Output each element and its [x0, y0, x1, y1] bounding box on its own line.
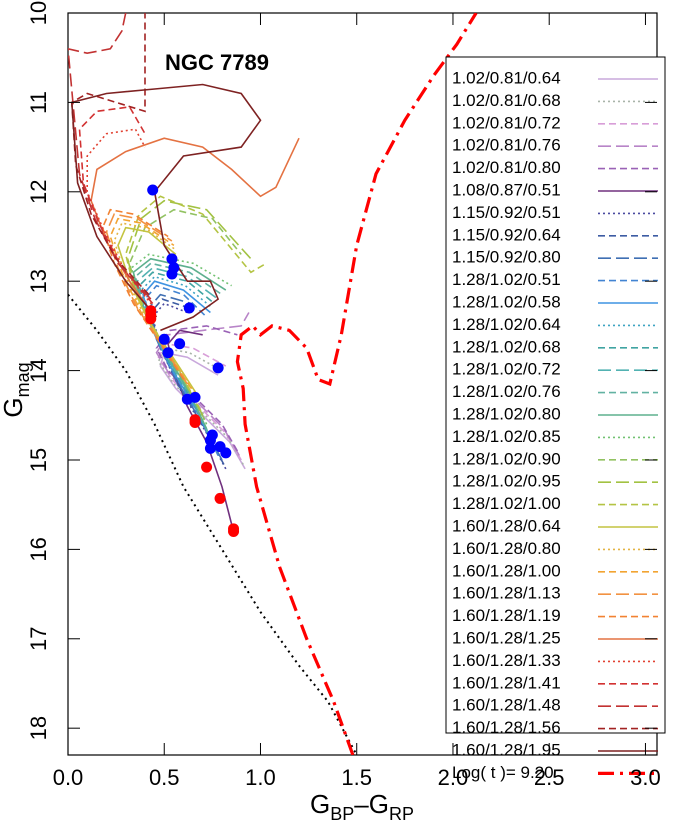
star-point	[183, 302, 195, 314]
legend-label: 1.08/0.87/0.51	[452, 180, 561, 199]
y-tick-label: 15	[26, 448, 51, 472]
legend-box	[445, 56, 666, 734]
chart-title: NGC 7789	[165, 50, 269, 75]
legend-label: 1.28/1.02/0.90	[452, 449, 561, 468]
star-point	[201, 461, 213, 473]
track-line	[159, 351, 246, 470]
legend-label: 1.28/1.02/0.80	[452, 404, 561, 423]
x-tick-label: 0.5	[149, 765, 180, 790]
star-point	[212, 362, 224, 374]
star-point	[189, 416, 201, 428]
y-tick-label: 18	[26, 716, 51, 740]
legend-label: 1.60/1.28/1.56	[452, 718, 561, 737]
legend-label: 1.60/1.28/1.19	[452, 606, 561, 625]
y-tick-label: 16	[26, 537, 51, 561]
y-tick-label: 12	[26, 180, 51, 204]
legend-label: 1.28/1.02/0.58	[452, 292, 561, 311]
star-point	[166, 268, 178, 280]
legend-label: 1.02/0.81/0.68	[452, 91, 561, 110]
x-axis-label: GBP–GRP	[310, 789, 414, 824]
legend-label: 1.15/0.92/0.51	[452, 203, 561, 222]
legend-label: 1.60/1.28/1.00	[452, 561, 561, 580]
y-tick-label: 10	[26, 1, 51, 25]
track-line	[157, 347, 244, 465]
star-point	[204, 434, 216, 446]
y-label-part: mag	[13, 362, 33, 397]
legend-label: 1.28/1.02/0.95	[452, 472, 561, 491]
track-line	[155, 312, 250, 456]
legend-label: 1.02/0.81/0.64	[452, 68, 561, 87]
x-tick-label: 1.0	[245, 765, 276, 790]
x-tick-label: 2.5	[534, 765, 565, 790]
legend-label: 1.28/1.02/0.68	[452, 337, 561, 356]
star-point	[204, 442, 216, 454]
track-line	[70, 83, 262, 332]
y-tick-label: 17	[26, 627, 51, 651]
y-tick-label: 11	[26, 91, 51, 114]
legend-label: 1.02/0.81/0.76	[452, 136, 561, 155]
legend: 1.02/0.81/0.64 1.02/0.81/0.68 1.02/0.81/0.…	[452, 68, 658, 782]
x-tick-label: 3.0	[630, 765, 661, 790]
legend-label: 1.15/0.92/0.64	[452, 225, 561, 244]
legend-label: 1.60/1.28/1.33	[452, 651, 561, 670]
x-tick-label: 2.0	[438, 765, 469, 790]
legend-label: 1.28/1.02/0.72	[452, 360, 561, 379]
y-tick-label: 14	[26, 358, 51, 382]
track-line	[155, 325, 239, 452]
legend-label: 1.60/1.28/1.25	[452, 628, 561, 647]
y-axis-label: Gmag	[0, 362, 33, 417]
legend-label: Log( t )= 9.20	[452, 763, 554, 782]
star-point	[147, 184, 159, 196]
star-point	[162, 347, 174, 359]
legend-label: 1.28/1.02/1.00	[452, 494, 561, 513]
y-label-part: G	[0, 397, 28, 417]
legend-label: 1.28/1.02/0.51	[452, 270, 561, 289]
y-tick-label: 13	[26, 269, 51, 293]
star-point	[158, 333, 170, 345]
track-line	[132, 257, 227, 430]
star-point	[220, 447, 232, 459]
star-point	[228, 526, 240, 538]
x-tick-label: 0.0	[53, 765, 84, 790]
legend-label: 1.02/0.81/0.72	[452, 113, 561, 132]
legend-label: 1.02/0.81/0.80	[452, 158, 561, 177]
track-line	[134, 262, 223, 434]
legend-label: 1.28/1.02/0.64	[452, 315, 561, 334]
track-line	[235, 13, 478, 755]
star-point	[166, 253, 178, 265]
star-point	[174, 338, 186, 350]
legend-label: 1.60/1.28/1.48	[452, 696, 561, 715]
x-label-part: –G	[354, 789, 389, 819]
legend-label: 1.60/1.28/1.95	[452, 740, 561, 759]
legend-label: 1.60/1.28/0.64	[452, 516, 561, 535]
x-label-part: RP	[389, 804, 414, 824]
x-label-part: G	[310, 789, 330, 819]
legend-label: 1.60/1.28/1.13	[452, 584, 561, 603]
legend-label: 1.28/1.02/0.76	[452, 382, 561, 401]
legend-label: 1.15/0.92/0.80	[452, 248, 561, 267]
track-line	[136, 266, 219, 438]
data-layer	[68, 13, 478, 755]
track-line	[157, 342, 242, 461]
x-label-part: BP	[330, 804, 354, 824]
legend-label: 1.28/1.02/0.85	[452, 427, 561, 446]
legend-label: 1.60/1.28/1.41	[452, 673, 561, 692]
star-point	[214, 492, 226, 504]
star-point	[145, 313, 157, 325]
x-tick-label: 1.5	[341, 765, 372, 790]
star-point	[189, 391, 201, 403]
legend-label: 1.60/1.28/0.80	[452, 539, 561, 558]
